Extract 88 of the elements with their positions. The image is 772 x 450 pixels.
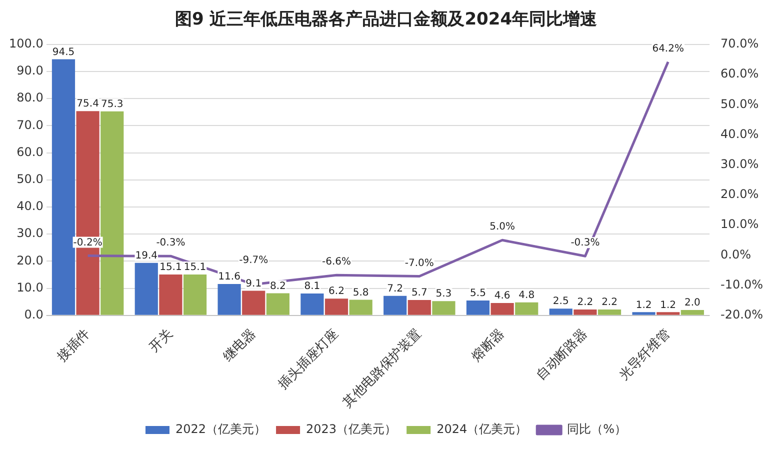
- legend-label: 2022（亿美元）: [175, 422, 266, 436]
- legend-label: 2024（亿美元）: [436, 422, 528, 436]
- data-label: -7.0%: [404, 258, 434, 269]
- data-label: 2.2: [577, 297, 594, 308]
- bar: [408, 300, 431, 315]
- data-label: -0.2%: [73, 237, 102, 248]
- data-label: 11.6: [218, 272, 240, 283]
- legend-label: 同比（%）: [567, 422, 627, 436]
- y2-tick-label: 50.0%: [720, 96, 759, 111]
- y2-tick-label: 40.0%: [720, 126, 759, 141]
- data-label: 75.3: [100, 98, 124, 110]
- y-tick-label: 60.0: [16, 144, 44, 159]
- bar: [490, 302, 514, 315]
- bar: [266, 293, 290, 315]
- data-label: -6.6%: [322, 256, 352, 268]
- x-tick-label: 继电器: [220, 326, 259, 365]
- bar: [218, 284, 241, 315]
- bar: [349, 300, 372, 315]
- bar: [159, 274, 182, 315]
- y-tick-label: 40.0: [16, 199, 44, 214]
- data-label: 75.4: [76, 98, 99, 110]
- x-tick-label: 光导纤维管: [616, 326, 674, 384]
- bar: [574, 309, 597, 315]
- data-label: 5.3: [436, 288, 452, 300]
- y2-tick-label: 30.0%: [720, 156, 759, 171]
- bar: [632, 312, 656, 315]
- y-tick-label: 90.0: [16, 64, 44, 78]
- y-tick-label: 70.0: [16, 118, 44, 132]
- data-label: 1.2: [660, 300, 676, 311]
- data-label: 5.0%: [490, 222, 516, 233]
- data-label: 19.4: [135, 250, 158, 262]
- bar: [183, 274, 207, 315]
- x-tick-label: 自动断路器: [534, 326, 590, 384]
- y-tick-label: 10.0: [16, 280, 44, 294]
- data-label: 2.0: [684, 298, 700, 309]
- data-label: 15.1: [160, 262, 182, 274]
- data-label: 4.6: [494, 290, 510, 302]
- data-label: -0.3%: [156, 238, 186, 249]
- x-tick-label: 接插件: [54, 326, 94, 365]
- data-label: 5.7: [411, 288, 428, 299]
- y2-tick-label: -20.0%: [720, 308, 763, 322]
- x-tick-label: 其他电路保护装置: [340, 326, 425, 411]
- bar: [384, 296, 407, 315]
- x-tick-label: 开关: [146, 326, 176, 356]
- y2-tick-label: 10.0%: [720, 217, 759, 232]
- data-label: -9.7%: [239, 255, 268, 266]
- chart-title: 图9 近三年低压电器各产品进口金额及2024年同比增速: [174, 10, 598, 30]
- data-label: 5.8: [352, 287, 369, 298]
- bar: [52, 59, 76, 315]
- bar: [466, 300, 490, 315]
- y2-tick-label: 20.0%: [720, 187, 759, 202]
- x-tick-label: 插头插座灯座: [275, 326, 342, 392]
- y-tick-label: 80.0: [16, 90, 44, 105]
- y2-tick-label: 60.0%: [720, 66, 759, 81]
- y2-tick-label: 0.0%: [720, 247, 752, 262]
- bar: [242, 290, 266, 315]
- data-label: 94.5: [52, 46, 75, 58]
- data-label: 2.2: [602, 297, 618, 308]
- bar: [134, 262, 158, 315]
- bar: [515, 302, 538, 315]
- data-label: 8.2: [270, 280, 286, 292]
- data-label: 6.2: [328, 286, 344, 298]
- y-tick-label: 100.0: [8, 36, 44, 51]
- y-tick-label: 20.0: [16, 253, 44, 268]
- bar: [549, 308, 572, 315]
- data-label: 4.8: [518, 290, 535, 302]
- bar: [324, 298, 348, 315]
- y2-tick-label: -10.0%: [720, 277, 763, 292]
- y-tick-label: 50.0: [16, 172, 44, 186]
- data-label: 15.1: [184, 262, 206, 274]
- data-label: 2.5: [552, 296, 569, 308]
- legend-label: 2023（亿美元）: [306, 422, 397, 436]
- y-tick-label: 0.0: [24, 308, 44, 322]
- bar: [300, 293, 324, 315]
- data-label: -0.3%: [570, 238, 600, 249]
- data-label: 64.2%: [652, 43, 684, 54]
- data-label: 1.2: [636, 300, 652, 311]
- data-label: 8.1: [304, 281, 320, 292]
- bar: [432, 301, 456, 315]
- bar: [680, 310, 704, 315]
- bar: [100, 111, 124, 315]
- y2-tick-label: 70.0%: [720, 36, 759, 51]
- y-tick-label: 30.0: [16, 226, 44, 240]
- data-label: 7.2: [387, 284, 404, 295]
- x-tick-label: 熔断器: [469, 326, 508, 365]
- bar: [598, 309, 622, 315]
- bar: [656, 312, 680, 315]
- data-label: 5.5: [470, 288, 486, 300]
